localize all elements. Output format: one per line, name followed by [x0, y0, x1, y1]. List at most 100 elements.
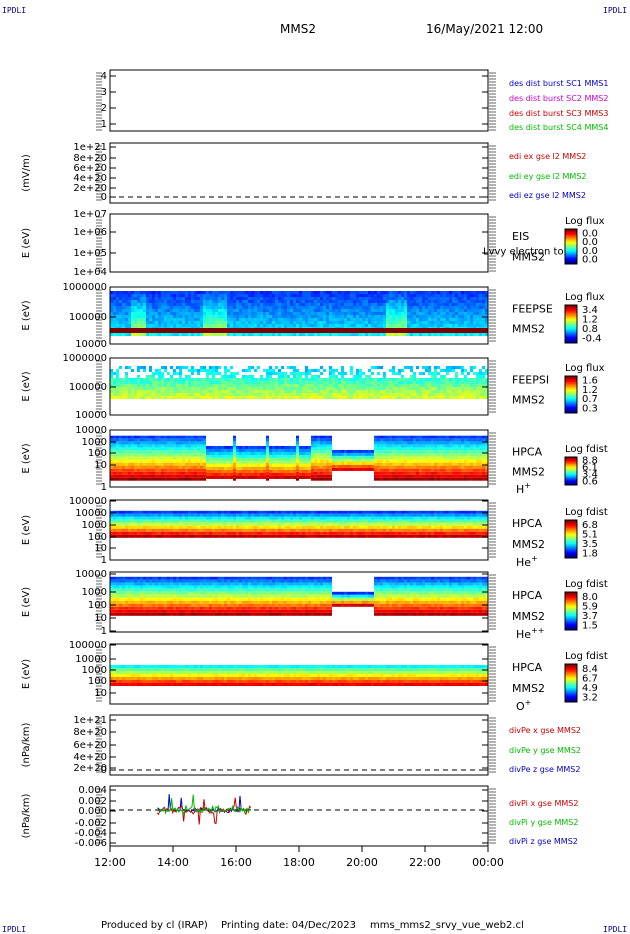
spectrogram-cell: [392, 456, 395, 460]
spectrogram-cell: [119, 468, 122, 472]
spectrogram-cell: [275, 451, 278, 455]
spectrogram-cell: [281, 306, 284, 309]
spectrogram-cell: [164, 321, 167, 324]
spectrogram-cell: [449, 321, 452, 324]
spectrogram-cell: [311, 375, 314, 378]
spectrogram-cell: [389, 294, 392, 297]
spectrogram-cell: [365, 464, 368, 468]
spectrogram-cell: [194, 441, 197, 445]
spectrogram-cell: [335, 455, 338, 459]
spectrogram-cell: [191, 303, 194, 306]
spectrogram-cell: [470, 369, 473, 372]
colorbar-cell: [565, 338, 577, 341]
spectrogram-cell: [419, 324, 422, 327]
spectrogram-cell: [371, 381, 374, 384]
spectrogram-cell: [158, 312, 161, 315]
spectrogram-cell: [134, 324, 137, 327]
spectrogram-cell: [233, 456, 236, 460]
spectrogram-cell: [473, 387, 476, 390]
spectrogram-cell: [446, 462, 449, 466]
spectrogram-cell: [320, 315, 323, 318]
spectrogram-cell: [110, 396, 113, 399]
spectrogram-cell: [392, 328, 395, 333]
spectrogram-cell: [200, 387, 203, 390]
spectrogram-cell: [392, 459, 395, 463]
spectrogram-cell: [191, 441, 194, 445]
spectrogram-cell: [383, 378, 386, 381]
spectrogram-cell: [425, 390, 428, 393]
spectrogram-cell: [440, 468, 443, 472]
spectrogram-cell: [437, 300, 440, 303]
legend-entry: edi ey gse l2 MMS2: [509, 172, 587, 181]
spectrogram-cell: [371, 315, 374, 318]
spectrogram-cell: [320, 477, 323, 481]
spectrogram-cell: [377, 291, 380, 294]
spectrogram-cell: [221, 328, 224, 333]
spectrogram-cell: [359, 378, 362, 381]
spectrogram-cell: [230, 475, 233, 479]
spectrogram-cell: [464, 393, 467, 396]
spectrogram-cell: [341, 328, 344, 333]
spectrogram-cell: [230, 328, 233, 333]
spectrogram-cell: [179, 477, 182, 481]
spectrogram-cell: [230, 463, 233, 467]
spectrogram-cell: [209, 366, 212, 369]
spectrogram-cell: [458, 366, 461, 369]
spectrogram-cell: [137, 297, 140, 300]
spectrogram-cell: [137, 396, 140, 399]
spectrogram-cell: [485, 306, 488, 309]
spectrogram-cell: [221, 324, 224, 327]
spectrogram-cell: [197, 441, 200, 445]
spectrogram-cell: [233, 459, 236, 463]
colorbar-cell: [565, 377, 577, 380]
spectrogram-cell: [440, 300, 443, 303]
spectrogram-cell: [173, 324, 176, 327]
spectrogram-cell: [452, 366, 455, 369]
spectrogram-cell: [392, 372, 395, 375]
spectrogram-cell: [305, 378, 308, 381]
spectrogram-cell: [467, 306, 470, 309]
spectrogram-cell: [449, 444, 452, 448]
spectrogram-cell: [206, 463, 209, 467]
spectrogram-cell: [203, 306, 206, 309]
spectrogram-cell: [290, 312, 293, 315]
spectrogram-cell: [395, 462, 398, 466]
spectrogram-cell: [290, 460, 293, 464]
spectrogram-cell: [374, 300, 377, 303]
spectrogram-cell: [401, 294, 404, 297]
spectrogram-cell: [224, 381, 227, 384]
spectrogram-cell: [221, 454, 224, 458]
spectrogram-cell: [131, 396, 134, 399]
spectrogram-cell: [239, 315, 242, 318]
spectrogram-cell: [155, 300, 158, 303]
spectrogram-cell: [443, 324, 446, 327]
spectrogram-cell: [140, 321, 143, 324]
spectrogram-cell: [119, 315, 122, 318]
spectrogram-cell: [149, 468, 152, 472]
spectrogram-cell: [161, 321, 164, 324]
spectrogram-cell: [428, 384, 431, 387]
spectrogram-cell: [398, 474, 401, 478]
spectrogram-cell: [119, 294, 122, 297]
spectrogram-cell: [422, 447, 425, 451]
spectrogram-cell: [194, 328, 197, 333]
spectrogram-cell: [368, 381, 371, 384]
spectrogram-cell: [356, 297, 359, 300]
spectrogram-cell: [383, 441, 386, 445]
spectrogram-cell: [158, 471, 161, 475]
spectrogram-cell: [449, 456, 452, 460]
spectrogram-cell: [431, 333, 434, 336]
spectrogram-cell: [239, 390, 242, 393]
spectrogram-cell: [137, 378, 140, 381]
spectrogram-cell: [476, 381, 479, 384]
spectrogram-cell: [404, 444, 407, 448]
spectrogram-cell: [227, 321, 230, 324]
spectrogram-cell: [392, 369, 395, 372]
spectrogram-cell: [155, 372, 158, 375]
spectrogram-cell: [149, 456, 152, 460]
spectrogram-cell: [434, 381, 437, 384]
spectrogram-cell: [119, 435, 122, 439]
spectrogram-cell: [110, 312, 113, 315]
spectrogram-cell: [371, 306, 374, 309]
spectrogram-cell: [362, 381, 365, 384]
